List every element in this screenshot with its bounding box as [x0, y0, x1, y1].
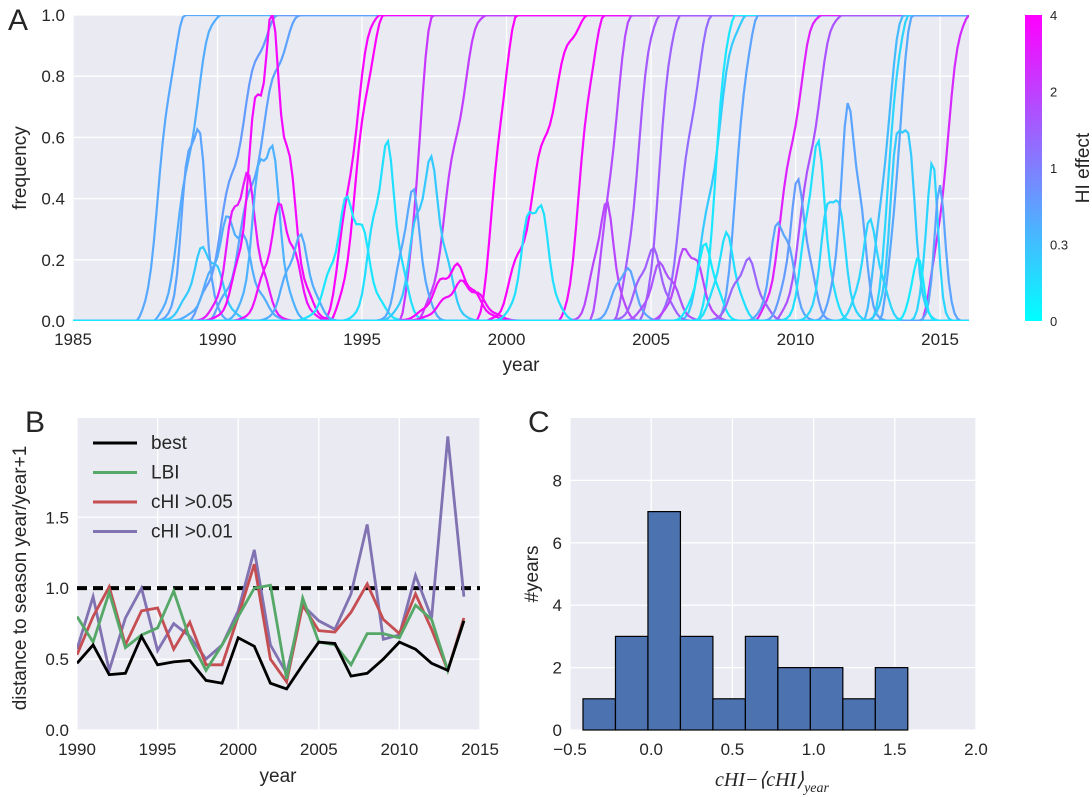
panel-a-xtick-label: 1995 — [343, 330, 381, 349]
legend-label: LBI — [151, 463, 180, 484]
series-line-best — [77, 620, 466, 691]
colorbar-gradient — [1025, 15, 1042, 321]
panel-a-frequency-line — [73, 15, 969, 321]
legend-label: best — [151, 433, 188, 454]
histogram-bar — [842, 698, 876, 731]
colorbar-tick-label: 4 — [1050, 8, 1057, 23]
colorbar-tick-label: 2 — [1050, 85, 1057, 100]
colorbar-tick-label: 0.3 — [1050, 238, 1068, 253]
panel-a-xtick-label: 1990 — [199, 330, 237, 349]
panel-a-frequency-line — [73, 15, 969, 321]
panel-c-ticks: −0.5 0.0 0.5 1.0 1.5 2.0 0 2 4 6 8 — [553, 471, 988, 759]
panel-c-ytick-label: 8 — [553, 471, 562, 490]
panel-a-frequency-line — [73, 102, 969, 321]
legend-label: cHI >0.05 — [151, 492, 233, 513]
series-line-chi-0-05 — [77, 563, 466, 686]
panel-c-xtick-label: 0.5 — [721, 740, 745, 759]
panel-a-ticks: 1985 1990 1995 2000 2005 2010 2015 0.0 0.2 0.4 0.6… — [41, 6, 959, 349]
panel-a-ylabel: frequency — [10, 126, 31, 210]
histogram-bar — [679, 635, 714, 731]
panel-b: 1990 1995 2000 2005 2010 2015 0.0 0.5 1.0 1.5 bes… — [10, 406, 499, 787]
histogram-bar — [809, 666, 844, 731]
panel-a: 1985 1990 1995 2000 2005 2010 2015 0.0 0.2 0.4 0.6… — [8, 4, 1092, 376]
panel-b-letter: B — [25, 406, 45, 439]
panel-c-ytick-label: 0 — [553, 721, 562, 740]
panel-b-xtick-label: 2010 — [380, 740, 418, 759]
panel-a-frequency-line — [73, 171, 969, 321]
panel-a-xtick-label: 2000 — [488, 330, 526, 349]
colorbar-tick-label: 0 — [1050, 314, 1057, 329]
panel-a-frequency-line — [73, 127, 969, 321]
panel-c-xtick-label: 0.0 — [639, 740, 663, 759]
panel-a-xtick-label: 2005 — [632, 330, 670, 349]
panel-b-lines — [77, 436, 480, 691]
panel-a-ytick-label: 0.6 — [41, 128, 65, 147]
histogram-bar — [874, 666, 909, 731]
panel-a-frequency-line — [73, 176, 969, 321]
panel-c-bars — [582, 511, 909, 731]
panel-a-frequency-line — [73, 215, 969, 321]
histogram-bar — [614, 635, 649, 731]
panel-c-xlabel: cHI−⟨cHI⟩year — [715, 769, 829, 796]
panel-a-xlabel: year — [503, 355, 541, 376]
panel-a-frequency-line — [73, 15, 969, 321]
panel-a-frequency-line — [73, 137, 969, 321]
legend-label: cHI >0.01 — [151, 522, 233, 543]
colorbar-label: HI effect — [1073, 132, 1092, 203]
panel-b-background — [77, 418, 480, 730]
colorbar-tick-label: 1 — [1050, 161, 1057, 176]
panel-c-xtick-label: −0.5 — [553, 740, 587, 759]
panel-b-xtick-label: 2000 — [219, 740, 257, 759]
histogram-bar — [582, 698, 617, 731]
panel-b-xtick-label: 2005 — [300, 740, 338, 759]
panel-a-frequency-line — [73, 15, 969, 321]
panel-c-ylabel: #years — [522, 545, 543, 602]
panel-b-ticks: 1990 1995 2000 2005 2010 2015 0.0 0.5 1.0 1.5 — [45, 508, 499, 759]
colorbar: 0 0.3 1 2 4 HI effect — [1025, 8, 1092, 329]
panel-a-ytick-label: 0.2 — [41, 251, 65, 270]
panel-a-ytick-label: 0.0 — [41, 312, 65, 331]
panel-b-ytick-label: 1.0 — [45, 579, 69, 598]
panel-a-letter: A — [8, 4, 28, 37]
panel-c-xlabel-sub: year — [802, 781, 829, 796]
panel-c-ytick-label: 6 — [553, 534, 562, 553]
panel-a-ytick-label: 0.4 — [41, 190, 65, 209]
panel-c-ytick-label: 4 — [553, 596, 562, 615]
panel-c-xtick-label: 2.0 — [964, 740, 988, 759]
histogram-bar — [744, 635, 779, 731]
panel-b-ytick-label: 0.5 — [45, 650, 69, 669]
panel-a-frequency-line — [73, 15, 969, 321]
panel-b-xtick-label: 1995 — [139, 740, 177, 759]
panel-a-lines — [73, 15, 969, 321]
panel-c-xlabel-main: cHI−⟨cHI⟩ — [715, 769, 804, 791]
panel-a-ytick-label: 1.0 — [41, 6, 65, 25]
panel-b-xlabel: year — [260, 766, 298, 787]
panel-c-letter: C — [528, 406, 550, 439]
histogram-bar — [712, 698, 746, 731]
histogram-bar — [647, 511, 682, 731]
panel-c-ytick-label: 2 — [553, 659, 562, 678]
panel-a-ytick-label: 0.8 — [41, 67, 65, 86]
panel-b-ytick-label: 0.0 — [45, 721, 69, 740]
panel-b-legend: best LBI cHI >0.05 cHI >0.01 — [93, 433, 233, 543]
panel-a-frequency-line — [73, 199, 969, 321]
colorbar-ticks: 0 0.3 1 2 4 — [1050, 8, 1068, 329]
panel-a-frequency-line — [73, 203, 969, 321]
panel-a-xtick-label: 1985 — [54, 330, 92, 349]
panel-b-xtick-label: 2015 — [461, 740, 499, 759]
panel-c-xtick-label: 1.5 — [883, 740, 907, 759]
histogram-bar — [777, 666, 811, 731]
panel-b-ylabel: distance to season year/year+1 — [10, 446, 31, 711]
panel-b-ytick-label: 1.5 — [45, 508, 69, 527]
panel-c: −0.5 0.0 0.5 1.0 1.5 2.0 0 2 4 6 8 cHI−⟨cHI⟩year #… — [522, 406, 988, 796]
panel-a-xtick-label: 2010 — [777, 330, 815, 349]
panel-c-xtick-label: 1.0 — [802, 740, 826, 759]
panel-b-xtick-label: 1990 — [58, 740, 96, 759]
panel-a-xtick-label: 2015 — [921, 330, 959, 349]
